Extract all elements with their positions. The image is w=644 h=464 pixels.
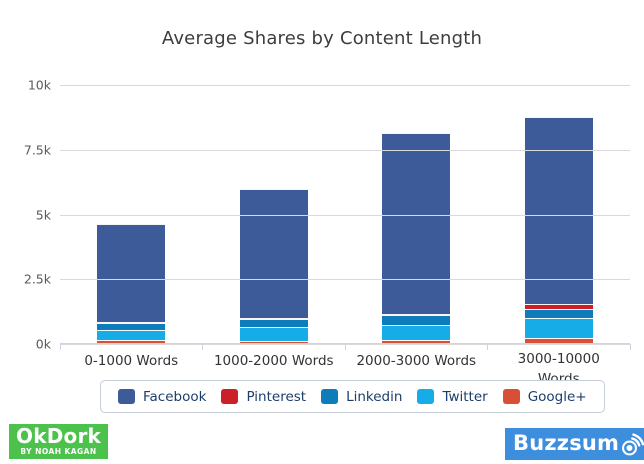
bars-row bbox=[60, 85, 630, 344]
x-axis-label-1000-2000-words: 1000-2000 Words bbox=[213, 353, 334, 369]
buzzsumo-logo[interactable]: Buzzsum bbox=[505, 428, 644, 460]
gridline-5k bbox=[60, 214, 630, 216]
x-axis-labels: 0-1000 Words 1000-2000 Words 2000-3000 Wor… bbox=[60, 350, 630, 389]
legend-item-pinterest[interactable]: Pinterest bbox=[221, 389, 306, 405]
legend-label-googleplus: Google+ bbox=[527, 388, 587, 405]
y-tick-label-10k: 10k bbox=[27, 77, 51, 93]
bar-segment-googleplus[interactable] bbox=[524, 338, 593, 344]
x-axis-label-0-1000-words: 0-1000 Words bbox=[84, 353, 179, 369]
bar-segment-facebook[interactable] bbox=[382, 132, 451, 314]
bar-column-3000-10000-words bbox=[488, 85, 631, 344]
bar-segment-twitter[interactable] bbox=[382, 324, 451, 341]
legend-label-linkedin: Linkedin bbox=[346, 388, 403, 405]
bar-segment-pinterest[interactable] bbox=[524, 304, 593, 310]
bar-column-2000-3000-words bbox=[345, 85, 488, 344]
okdork-logo[interactable]: OkDork BY NOAH KAGAN bbox=[9, 424, 109, 459]
legend: Facebook Pinterest Linkedin Twitter Google+ bbox=[100, 380, 605, 413]
bar-1000-2000-words[interactable] bbox=[239, 188, 308, 344]
bar-segment-googleplus[interactable] bbox=[239, 341, 308, 344]
legend-swatch-twitter bbox=[417, 389, 435, 404]
legend-label-twitter: Twitter bbox=[442, 388, 488, 405]
legend-item-facebook[interactable]: Facebook bbox=[118, 389, 206, 405]
legend-item-googleplus[interactable]: Google+ bbox=[502, 388, 587, 405]
plot-area: 0k 2.5k 5k 7.5k 10k bbox=[24, 78, 631, 352]
legend-item-twitter[interactable]: Twitter bbox=[417, 388, 488, 405]
x-axis-tick bbox=[487, 344, 488, 350]
bar-segment-twitter[interactable] bbox=[97, 329, 166, 341]
x-axis-tick bbox=[59, 344, 61, 350]
bar-column-1000-2000-words bbox=[203, 85, 346, 344]
bar-segment-pinterest[interactable] bbox=[239, 317, 308, 320]
bar-column-0-1000-words bbox=[60, 85, 203, 344]
legend-swatch-googleplus bbox=[502, 389, 520, 404]
bar-2000-3000-words[interactable] bbox=[382, 132, 451, 344]
bar-segment-facebook[interactable] bbox=[97, 224, 166, 323]
gridline-7.5k bbox=[60, 149, 630, 151]
bar-segment-pinterest[interactable] bbox=[382, 313, 451, 316]
bar-segment-twitter[interactable] bbox=[239, 327, 308, 342]
legend-swatch-pinterest bbox=[221, 389, 239, 404]
chart-title: Average Shares by Content Length bbox=[161, 28, 483, 49]
bar-segment-googleplus[interactable] bbox=[382, 340, 451, 344]
bar-segment-facebook[interactable] bbox=[524, 116, 593, 305]
bar-segment-linkedin[interactable] bbox=[524, 309, 593, 318]
okdork-logo-subtitle: BY NOAH KAGAN bbox=[20, 447, 97, 456]
x-label-cell: 0-1000 Words bbox=[60, 350, 203, 389]
bar-segment-googleplus[interactable] bbox=[97, 340, 166, 344]
x-axis-label-2000-3000-words: 2000-3000 Words bbox=[356, 353, 477, 369]
x-label-cell: 2000-3000 Words bbox=[345, 350, 488, 389]
legend-swatch-facebook bbox=[118, 389, 135, 404]
y-tick-label-7.5k: 7.5k bbox=[23, 142, 51, 158]
y-tick-label-5k: 5k bbox=[35, 207, 51, 222]
gridline-2.5k bbox=[60, 279, 630, 281]
okdork-logo-title: OkDork bbox=[16, 424, 102, 448]
legend-swatch-linkedin bbox=[321, 389, 339, 404]
x-label-cell: 1000-2000 Words bbox=[203, 350, 346, 389]
bar-segment-pinterest[interactable] bbox=[97, 322, 166, 324]
x-axis-tick bbox=[629, 344, 631, 350]
legend-label-facebook: Facebook bbox=[143, 388, 207, 405]
bar-3000-10000-words[interactable] bbox=[524, 116, 593, 344]
bar-segment-facebook[interactable] bbox=[239, 188, 308, 318]
x-axis-tick bbox=[344, 344, 346, 350]
buzzsumo-logo-text: Buzzsum bbox=[513, 431, 620, 455]
bar-segment-linkedin[interactable] bbox=[239, 319, 308, 328]
legend-label-pinterest: Pinterest bbox=[246, 388, 307, 405]
legend-item-linkedin[interactable]: Linkedin bbox=[321, 389, 402, 405]
y-tick-label-2.5k: 2.5k bbox=[23, 271, 51, 287]
gridline-10k bbox=[60, 85, 630, 86]
bar-0-1000-words[interactable] bbox=[97, 224, 166, 344]
y-tick-label-0k: 0k bbox=[35, 336, 51, 352]
bar-segment-linkedin[interactable] bbox=[382, 315, 451, 325]
x-axis-tick bbox=[202, 344, 203, 350]
bar-segment-linkedin[interactable] bbox=[97, 323, 166, 330]
sonar-waves-icon bbox=[622, 432, 644, 455]
bar-segment-twitter[interactable] bbox=[524, 317, 593, 339]
